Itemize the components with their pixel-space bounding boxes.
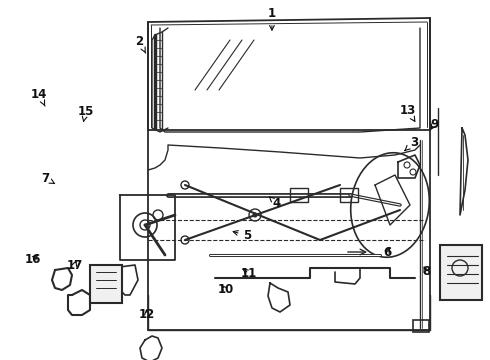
Text: 10: 10	[217, 283, 234, 296]
Circle shape	[253, 213, 257, 217]
Bar	[90, 265, 122, 303]
Text: 13: 13	[400, 104, 416, 121]
Text: 1: 1	[268, 7, 276, 30]
Text: 15: 15	[77, 105, 94, 121]
Text: 6: 6	[383, 246, 391, 258]
Text: 5: 5	[233, 229, 251, 242]
Bar	[440, 245, 482, 300]
Text: 2: 2	[136, 35, 146, 53]
Text: 8: 8	[422, 265, 430, 278]
Text: 7: 7	[41, 172, 54, 185]
Bar	[290, 188, 308, 202]
Text: 4: 4	[270, 197, 281, 210]
Text: 9: 9	[430, 118, 438, 131]
Text: 17: 17	[66, 259, 83, 272]
Text: 16: 16	[25, 253, 42, 266]
Bar	[340, 188, 358, 202]
Text: 12: 12	[139, 309, 155, 321]
Text: 3: 3	[405, 136, 418, 150]
Text: 14: 14	[31, 88, 48, 106]
Bar	[413, 320, 429, 332]
Text: 11: 11	[241, 267, 257, 280]
